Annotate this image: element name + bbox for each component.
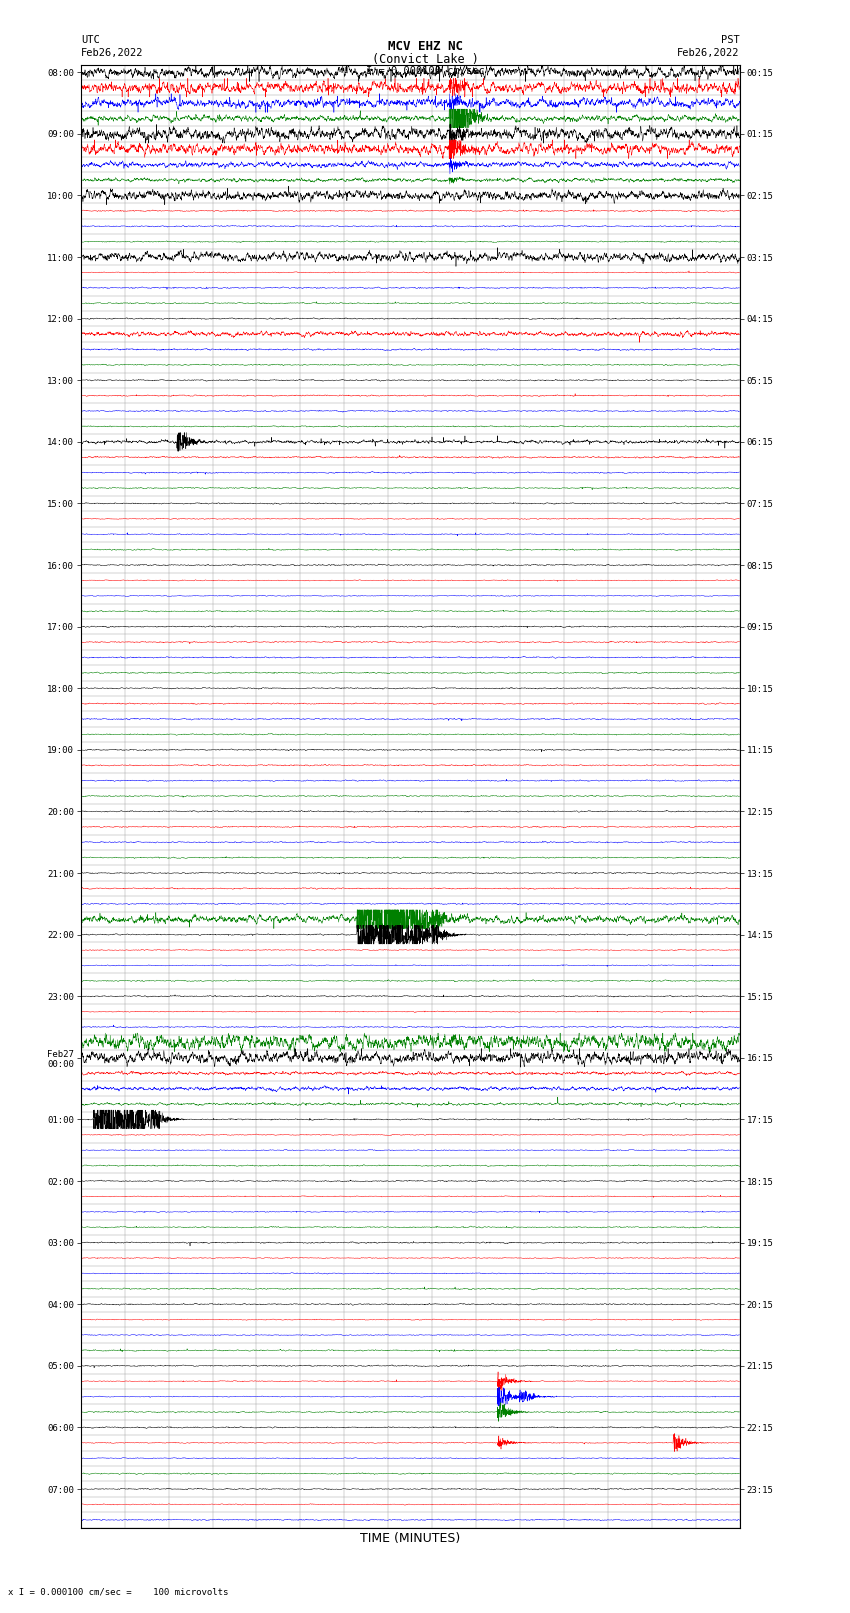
Text: x I = 0.000100 cm/sec =    100 microvolts: x I = 0.000100 cm/sec = 100 microvolts: [8, 1587, 229, 1597]
Text: (Convict Lake ): (Convict Lake ): [371, 53, 479, 66]
X-axis label: TIME (MINUTES): TIME (MINUTES): [360, 1532, 460, 1545]
Text: UTC: UTC: [81, 35, 99, 45]
Text: I = 0.000100 cm/sec: I = 0.000100 cm/sec: [366, 66, 484, 76]
Text: Feb26,2022: Feb26,2022: [677, 48, 740, 58]
Text: PST: PST: [721, 35, 740, 45]
Text: Feb26,2022: Feb26,2022: [81, 48, 144, 58]
Text: MCV EHZ NC: MCV EHZ NC: [388, 40, 462, 53]
